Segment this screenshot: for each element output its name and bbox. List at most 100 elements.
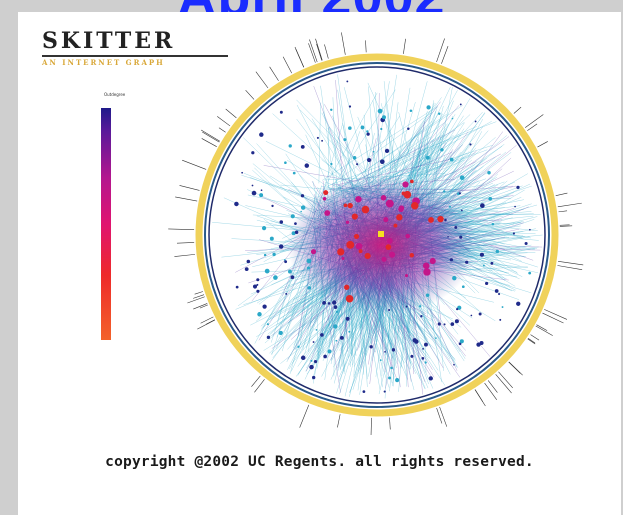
perimeter-label-mark (201, 138, 217, 147)
graph-node (327, 349, 332, 354)
perimeter-label-mark (174, 254, 196, 257)
graph-node (356, 163, 359, 166)
graph-node (516, 301, 521, 306)
graph-node (278, 330, 283, 335)
perimeter-label-mark (251, 375, 261, 387)
graph-node (389, 251, 396, 258)
graph-node (499, 318, 502, 321)
graph-node (310, 249, 317, 255)
graph-node (380, 195, 387, 201)
perimeter-labels (168, 32, 584, 435)
graph-node (407, 127, 410, 130)
graph-node (470, 314, 473, 317)
internet-graph-diagram (168, 32, 584, 435)
graph-node (269, 236, 274, 241)
graph-node (335, 310, 339, 313)
graph-node (360, 125, 365, 130)
graph-node (425, 155, 430, 160)
graph-node (491, 222, 495, 226)
graph-node (312, 341, 315, 343)
graph-node (352, 155, 357, 160)
perimeter-label-mark (199, 304, 208, 309)
graph-node (395, 378, 400, 383)
perimeter-label-mark (168, 228, 195, 230)
graph-node (266, 335, 271, 339)
graph-node (512, 232, 515, 235)
graph-node (424, 361, 427, 364)
graph-node (273, 275, 278, 280)
graph-node (528, 271, 532, 275)
graph-node (482, 264, 485, 267)
graph-node (391, 348, 396, 352)
skitter-logo: SKITTER AN INTERNET GRAPH (42, 28, 228, 67)
graph-node (516, 185, 520, 189)
graph-node (437, 215, 444, 223)
perimeter-label-mark (182, 159, 207, 170)
graph-node (396, 214, 403, 221)
graph-node (419, 305, 422, 308)
graph-node (332, 300, 337, 305)
graph-node (279, 220, 284, 224)
outer-ring-yellow (195, 53, 559, 417)
perimeter-label-mark (254, 379, 265, 393)
graph-node (405, 233, 411, 239)
graph-edge (330, 89, 396, 190)
perimeter-label-mark (542, 312, 564, 324)
perimeter-label-mark (176, 242, 195, 244)
perimeter-label-mark (527, 338, 536, 344)
perimeter-label-mark (535, 325, 553, 336)
perimeter-label-mark (295, 48, 305, 68)
graph-node (355, 242, 363, 250)
graph-node (311, 375, 316, 380)
graph-node (320, 333, 324, 337)
copyright-text: copyright @2002 UC Regents. all rights r… (105, 454, 534, 470)
graph-node (456, 308, 459, 311)
graph-node (479, 252, 484, 257)
perimeter-label-mark (187, 296, 205, 304)
graph-node (402, 181, 409, 188)
perimeter-label-mark (508, 361, 523, 376)
graph-node (272, 252, 276, 257)
perimeter-label-mark (513, 106, 522, 114)
graph-node (259, 132, 264, 137)
graph-node (323, 354, 327, 359)
graph-node (300, 210, 302, 213)
graph-node (251, 151, 255, 155)
graph-node (494, 289, 499, 293)
graph-node (353, 233, 360, 240)
perimeter-label-mark (200, 129, 221, 142)
graph-node (440, 148, 444, 152)
perimeter-label-mark (217, 116, 231, 127)
graph-node (241, 171, 244, 174)
graph-node (454, 225, 458, 229)
graph-node (411, 201, 419, 210)
graph-node (366, 130, 369, 133)
graph-node (469, 143, 472, 146)
graph-node (420, 315, 423, 318)
perimeter-label-mark (527, 338, 536, 345)
graph-node (459, 103, 462, 106)
graph-node (379, 159, 385, 165)
graph-node (383, 216, 389, 223)
perimeter-label-mark (557, 202, 582, 208)
graph-node (383, 390, 386, 393)
graph-node (377, 108, 383, 114)
graph-node (410, 354, 414, 358)
graph-node (449, 258, 454, 262)
graph-node (278, 244, 284, 249)
perimeter-label-mark (530, 334, 540, 341)
perimeter-label-mark (558, 210, 568, 213)
graph-node (294, 230, 299, 234)
perimeter-label-mark (403, 38, 406, 54)
graph-node (381, 256, 387, 262)
graph-node (438, 112, 441, 115)
graph-node (256, 289, 260, 293)
graph-node (459, 235, 463, 239)
graph-node (346, 240, 355, 249)
graph-node (256, 278, 260, 282)
graph-node (487, 171, 491, 175)
perimeter-label-mark (536, 324, 548, 331)
graph-node (409, 253, 414, 258)
graph-node (297, 345, 300, 348)
graph-node (480, 203, 485, 208)
